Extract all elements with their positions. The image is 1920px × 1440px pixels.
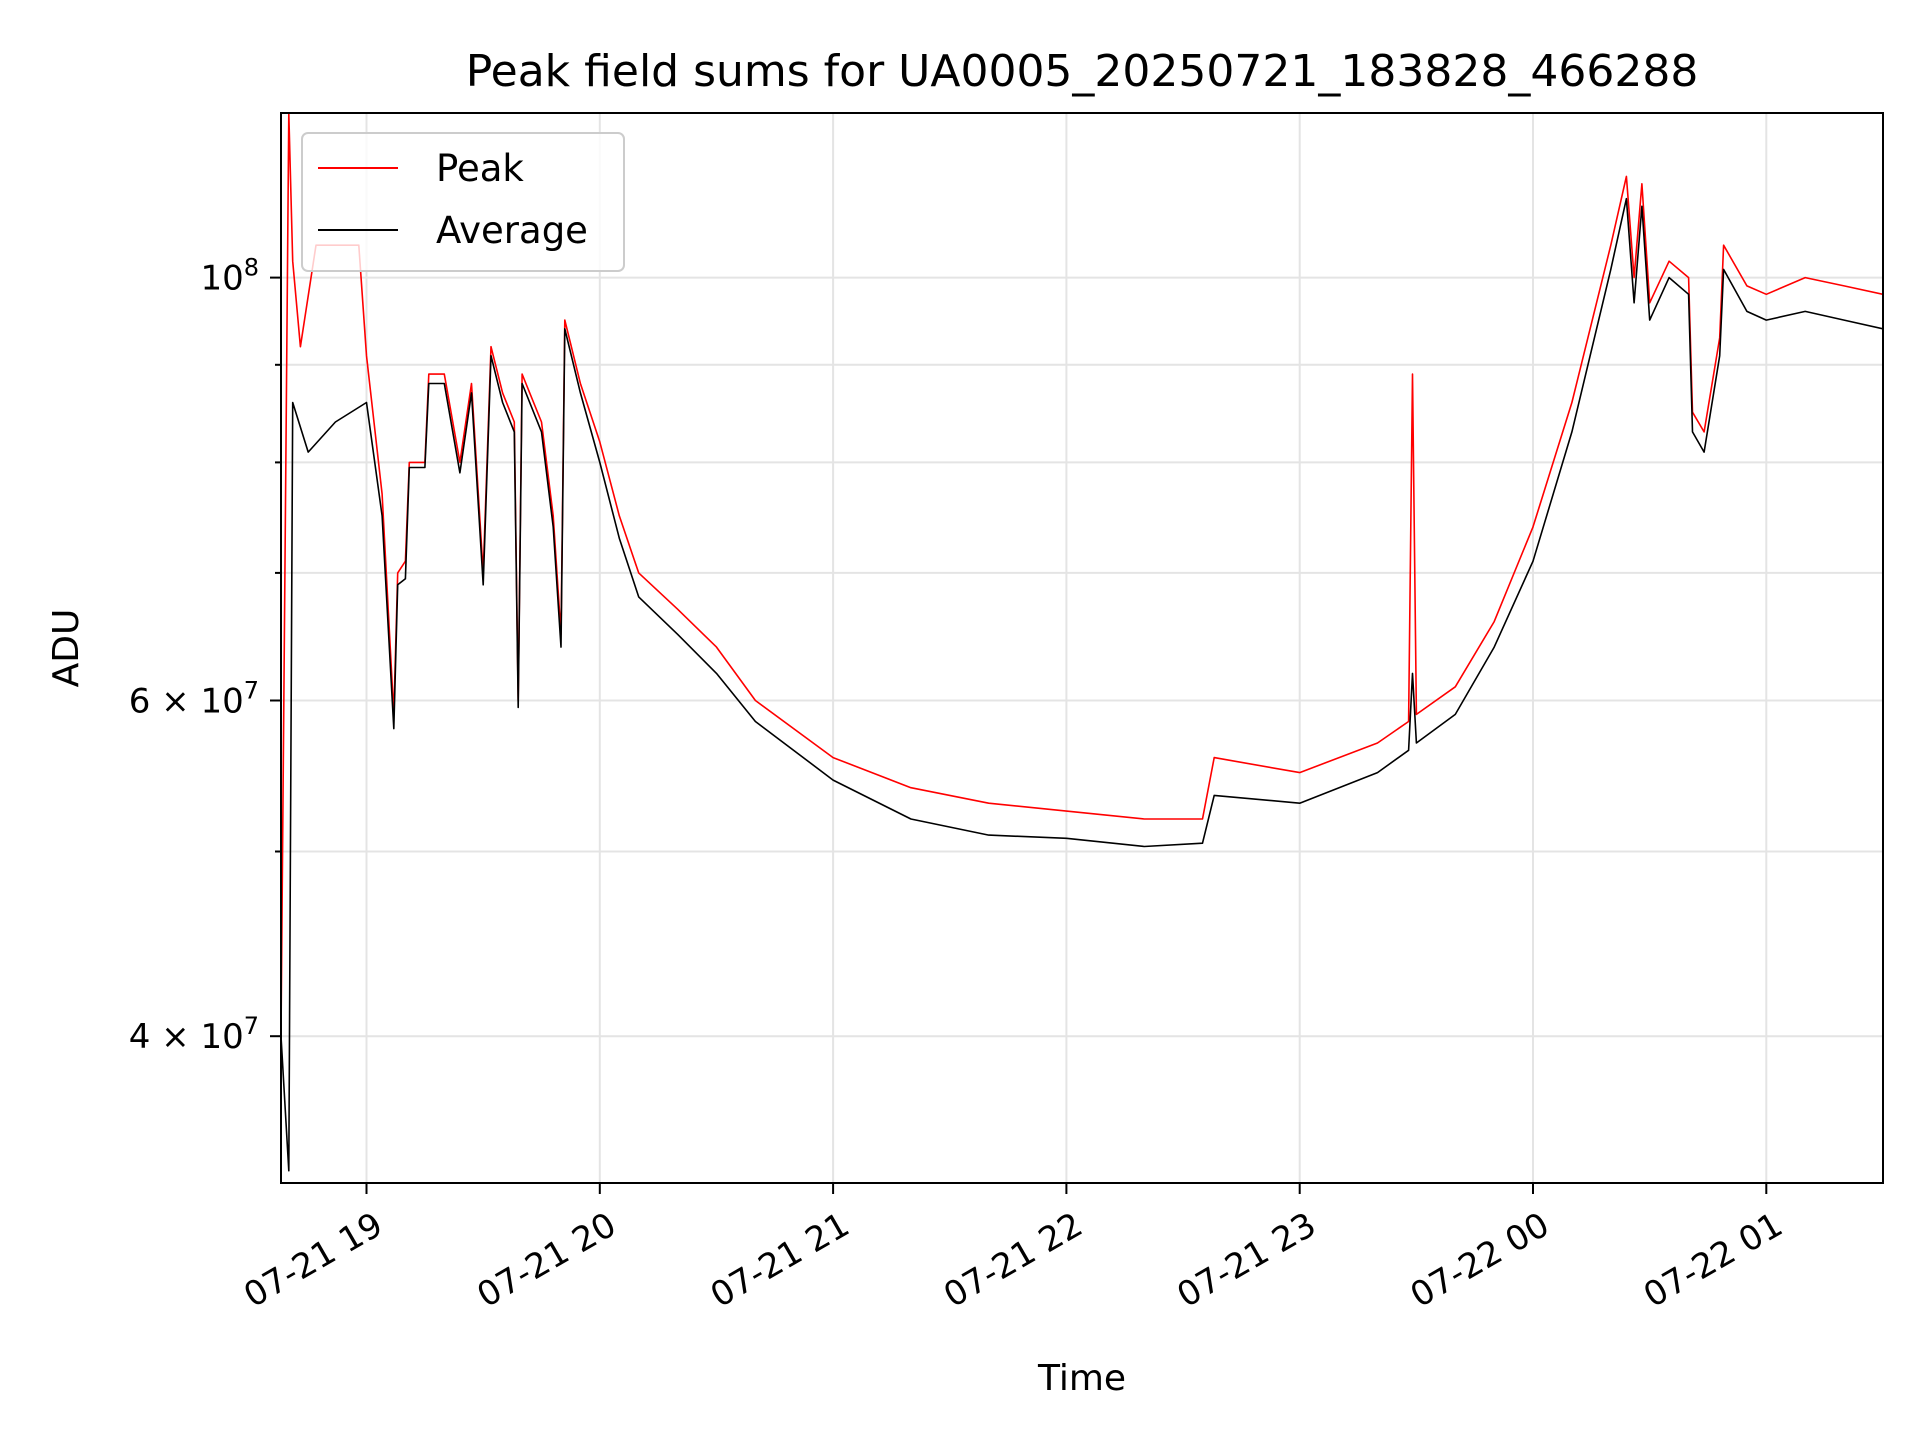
chart-title: Peak field sums for UA0005_20250721_1838… — [466, 46, 1699, 97]
legend-label-average: Average — [436, 209, 588, 252]
legend-label-peak: Peak — [436, 147, 524, 190]
plot-frame — [280, 112, 1884, 1184]
x-axis-title: Time — [1037, 1358, 1126, 1399]
grid — [281, 113, 1883, 1183]
series-line-average — [281, 197, 1883, 1172]
series-layer — [281, 113, 1883, 1172]
y-axis-title: ADU — [46, 609, 87, 688]
legend: Peak Average — [301, 132, 625, 272]
y-tick-label: 4 × 107 — [129, 1012, 259, 1057]
y-tick-label: 6 × 107 — [129, 677, 259, 722]
y-axis: 4 × 107 6 × 107 108 — [129, 254, 281, 1057]
y-tick-label: 108 — [200, 254, 259, 299]
